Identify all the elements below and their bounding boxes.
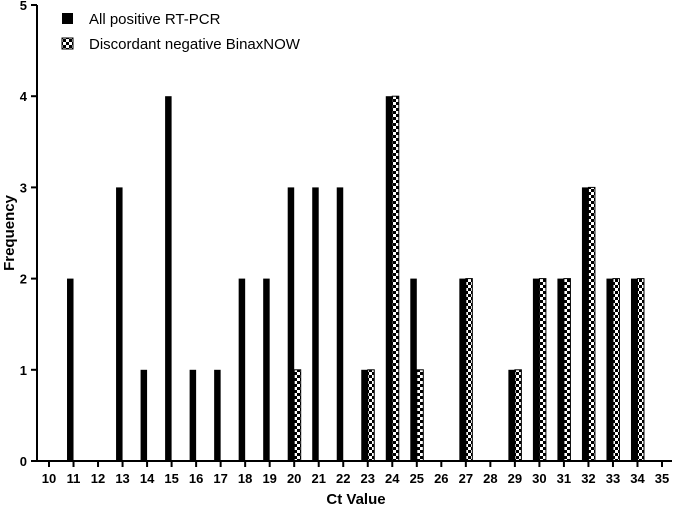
x-tick-label: 31 xyxy=(557,471,571,486)
bar-all-positive xyxy=(410,278,417,461)
legend-label-all-positive: All positive RT-PCR xyxy=(89,11,221,28)
bar-discordant-negative xyxy=(514,369,522,462)
legend-label-discordant: Discordant negative BinaxNOW xyxy=(89,36,301,53)
bar-discordant-negative xyxy=(538,278,547,462)
bar-discordant-negative xyxy=(563,278,571,462)
bar-all-positive xyxy=(238,278,246,461)
x-tick-label: 21 xyxy=(311,471,325,486)
x-tick-label: 15 xyxy=(164,471,178,486)
bar-discordant-negative xyxy=(416,369,424,462)
bar-all-positive xyxy=(385,96,393,461)
x-tick-label: 14 xyxy=(140,471,155,486)
x-tick-label: 25 xyxy=(410,471,424,486)
bar-all-positive xyxy=(459,278,466,461)
bar-all-positive xyxy=(581,187,589,461)
legend-swatch-all-positive xyxy=(62,13,73,24)
bar-all-positive xyxy=(214,369,221,461)
x-tick-label: 32 xyxy=(581,471,595,486)
y-tick-label: 2 xyxy=(20,272,27,287)
y-tick-label: 3 xyxy=(20,180,27,195)
x-tick-label: 30 xyxy=(532,471,546,486)
bar-discordant-negative xyxy=(587,186,596,462)
y-tick-label: 1 xyxy=(20,363,27,378)
bar-discordant-negative xyxy=(367,369,375,462)
x-tick-label: 28 xyxy=(483,471,497,486)
x-tick-label: 29 xyxy=(508,471,522,486)
legend: All positive RT-PCR Discordant negative … xyxy=(61,11,301,53)
bar-all-positive xyxy=(287,187,295,461)
legend-swatch-discordant xyxy=(61,37,74,50)
bar-all-positive xyxy=(140,369,148,461)
bar-all-positive xyxy=(606,278,613,461)
bar-all-positive xyxy=(336,187,344,461)
x-tick-label: 24 xyxy=(385,471,400,486)
bar-discordant-negative xyxy=(612,278,620,462)
x-tick-label: 17 xyxy=(213,471,227,486)
x-tick-label: 33 xyxy=(606,471,620,486)
bar-discordant-negative xyxy=(636,278,645,462)
y-tick-label: 0 xyxy=(20,454,27,469)
x-tick-label: 18 xyxy=(238,471,252,486)
bar-discordant-negative xyxy=(293,369,302,462)
bar-all-positive xyxy=(165,96,172,461)
bar-all-positive xyxy=(67,278,74,461)
x-tick-label: 11 xyxy=(67,471,81,486)
x-tick-label: 13 xyxy=(115,471,129,486)
bar-all-positive xyxy=(532,278,540,461)
x-axis-title: Ct Value xyxy=(326,491,385,508)
y-tick-label: 5 xyxy=(20,0,27,13)
x-tick-label: 19 xyxy=(262,471,276,486)
bar-all-positive xyxy=(263,278,270,461)
bar-all-positive xyxy=(361,369,368,461)
bars xyxy=(67,95,645,462)
bar-all-positive xyxy=(508,369,515,461)
x-tick-label: 10 xyxy=(42,471,56,486)
bar-all-positive xyxy=(312,187,319,461)
y-axis: 0 1 2 3 4 5 xyxy=(20,0,37,469)
y-tick-label: 4 xyxy=(20,89,28,104)
x-tick-label: 16 xyxy=(189,471,203,486)
bar-all-positive xyxy=(116,187,123,461)
x-tick-label: 22 xyxy=(336,471,350,486)
x-tick-label: 12 xyxy=(91,471,105,486)
x-axis: 10 11 12 13 14 15 16 17 18 19 20 21 22 23 24 25 26 27 28 29… xyxy=(42,461,669,486)
bar-discordant-negative xyxy=(391,95,400,462)
y-axis-title: Frequency xyxy=(1,194,18,271)
bar-all-positive xyxy=(557,278,564,461)
x-tick-label: 35 xyxy=(655,471,669,486)
x-tick-label: 23 xyxy=(361,471,375,486)
x-tick-label: 20 xyxy=(287,471,301,486)
bar-all-positive xyxy=(630,278,638,461)
bar-all-positive xyxy=(189,369,197,461)
x-tick-label: 27 xyxy=(459,471,473,486)
bar-discordant-negative xyxy=(465,278,473,462)
x-tick-label: 34 xyxy=(630,471,645,486)
x-tick-label: 26 xyxy=(434,471,448,486)
